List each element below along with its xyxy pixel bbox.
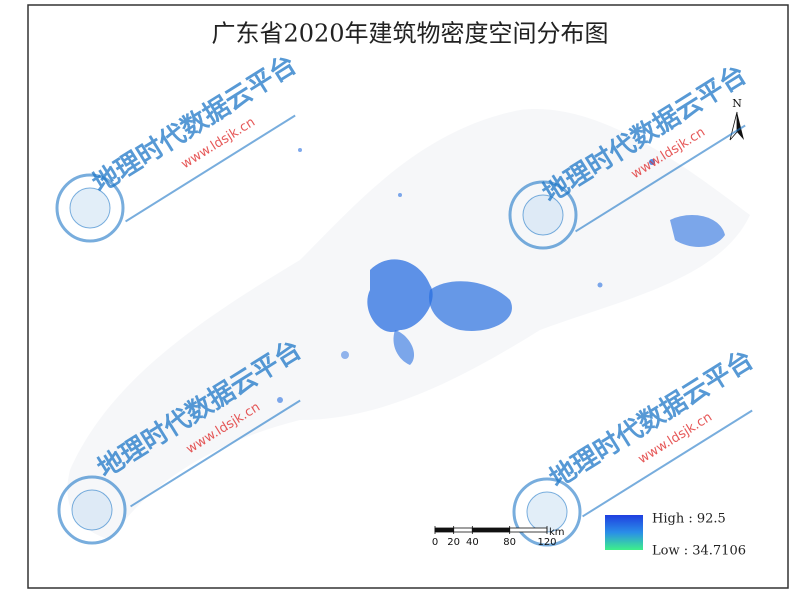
scale-segment bbox=[509, 527, 548, 533]
scale-segment bbox=[471, 527, 511, 533]
scale-label: 120 bbox=[537, 537, 556, 548]
scale-segment bbox=[434, 527, 455, 533]
watermark-rule bbox=[125, 114, 296, 223]
watermark-rule bbox=[582, 409, 753, 518]
scale-label: 0 bbox=[432, 537, 438, 548]
density-patches bbox=[277, 148, 725, 403]
scale-label: 40 bbox=[466, 537, 479, 548]
scale-segment bbox=[453, 527, 473, 533]
north-label: N bbox=[732, 97, 742, 110]
map-title: 广东省2020年建筑物密度空间分布图 bbox=[211, 20, 608, 48]
legend-low: Low : 34.7106 bbox=[652, 544, 746, 559]
scale-label: 80 bbox=[503, 537, 516, 548]
legend-high: High : 92.5 bbox=[652, 512, 726, 527]
scale-unit: km bbox=[549, 527, 565, 538]
scale-label: 20 bbox=[447, 537, 460, 548]
legend-ramp bbox=[605, 515, 643, 550]
watermark-rule bbox=[575, 124, 746, 233]
watermark-logos bbox=[55, 173, 582, 547]
watermark-rule bbox=[130, 399, 301, 508]
